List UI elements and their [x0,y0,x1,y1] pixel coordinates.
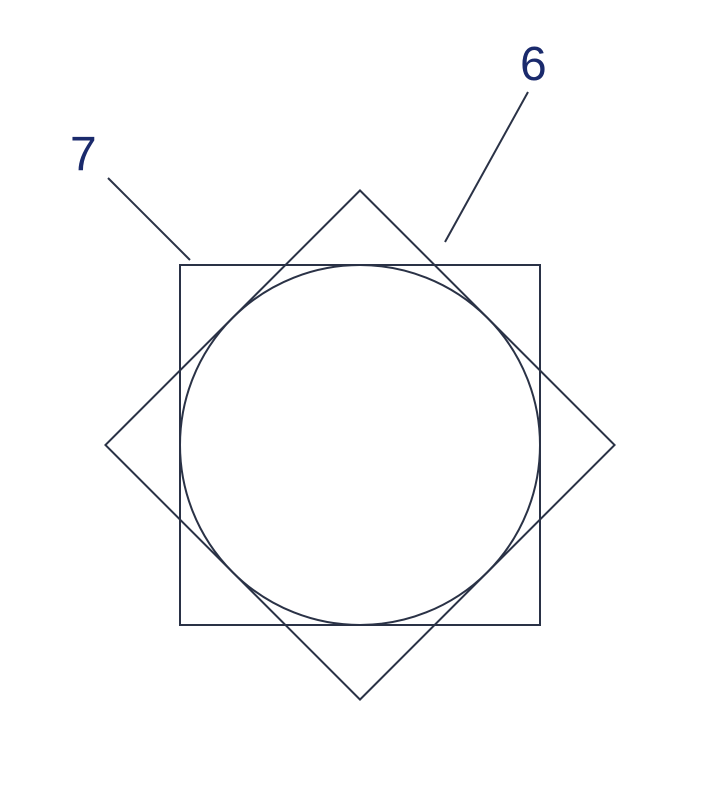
leader-line-6 [445,92,528,242]
square-axis-aligned [180,265,540,625]
square-rotated [105,190,614,699]
leader-line-7 [108,178,190,260]
callout-label-6: 6 [520,38,547,91]
callout-labels: 67 [70,38,547,181]
technical-diagram: 67 [0,0,707,788]
leader-lines [108,92,528,260]
callout-label-7: 7 [70,128,97,181]
inscribed-circle [180,265,540,625]
